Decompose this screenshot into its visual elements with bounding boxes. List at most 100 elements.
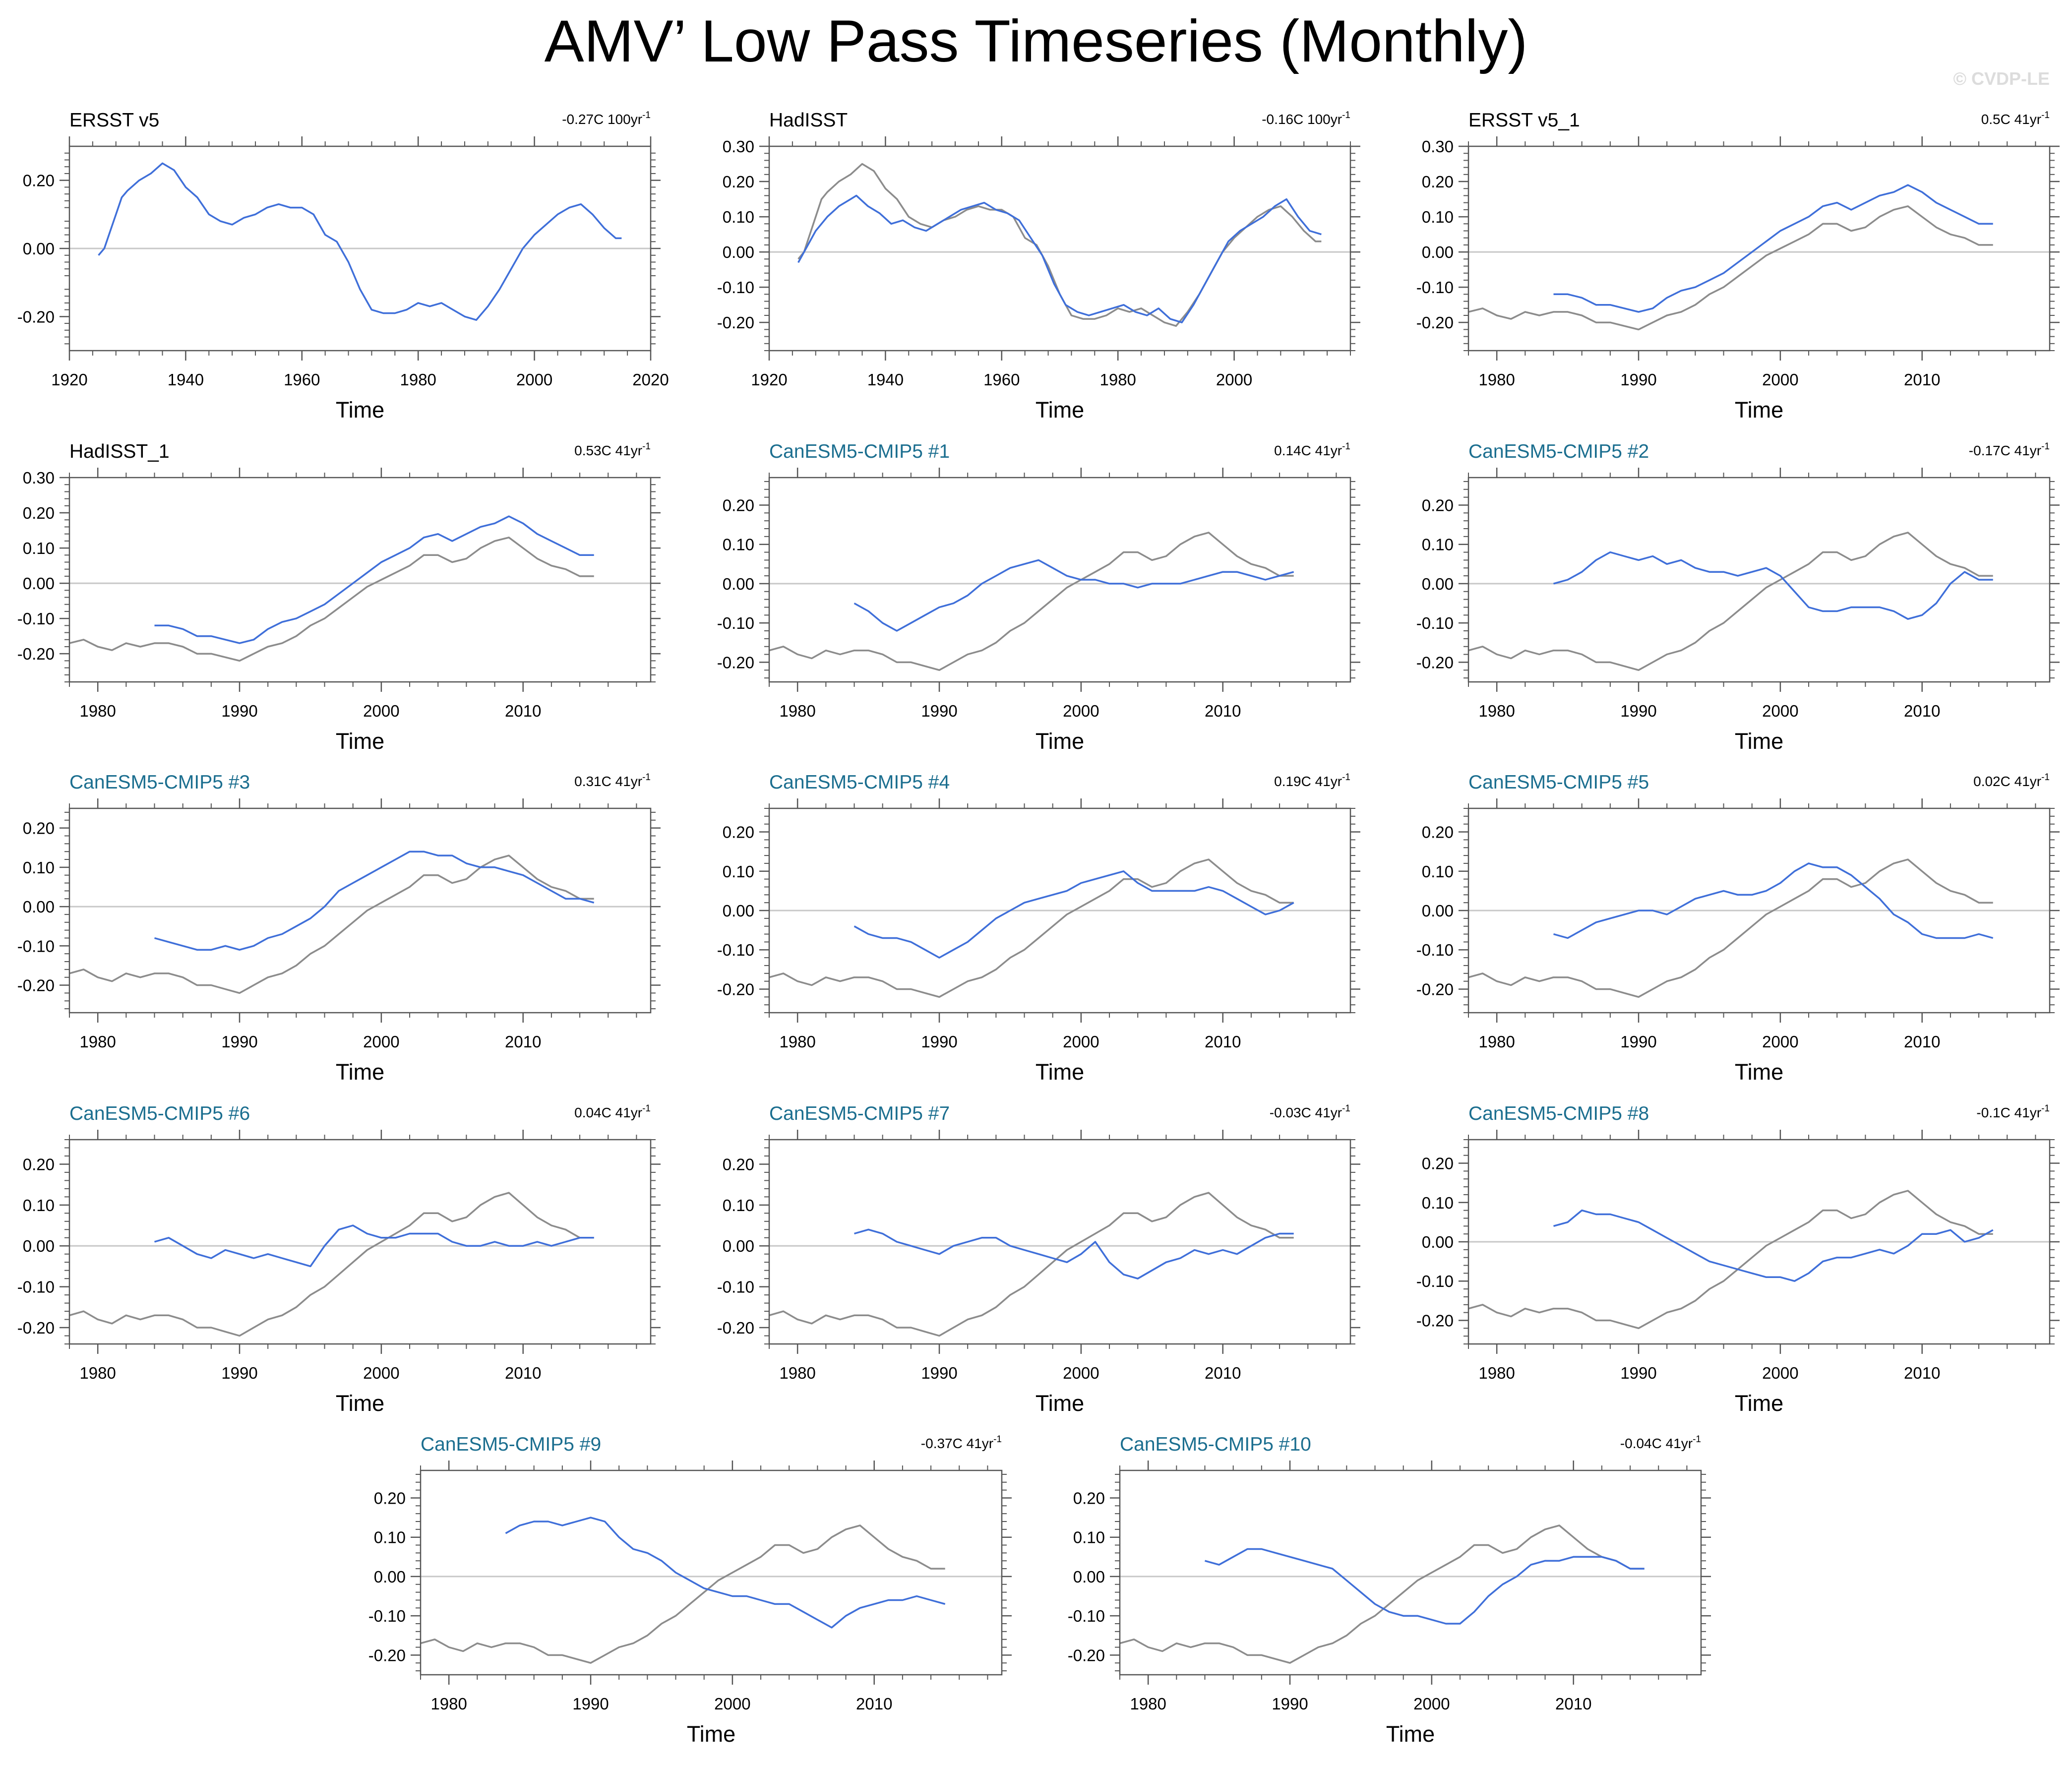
y-tick-label: 0.20	[723, 173, 754, 191]
chart-panel-1: 1920 1940 1960 1980 2000 2020 -0.20 0.00 0.20 Tim…	[17, 110, 669, 423]
series-line-obs	[1468, 532, 1993, 671]
chart-panel-5: 1980 1990 2000 2010 -0.20 -0.10 0.00 0.10 0.20 Ti…	[717, 441, 1360, 754]
series-line-obs	[69, 537, 594, 662]
y-tick-label: -0.10	[1416, 941, 1454, 959]
plot-frame	[1467, 145, 2051, 352]
trend-value: 0.19C 41yr	[1274, 774, 1342, 789]
series-line-main	[154, 1224, 594, 1268]
chart-panel-12: 1980 1990 2000 2010 -0.20 -0.10 0.00 0.10 0.20 Ti…	[1416, 1103, 2060, 1416]
y-tick-label: -0.10	[368, 1607, 406, 1625]
trend-annotation: -0.1C 41yr-1	[1976, 1103, 2050, 1120]
plot-frame	[68, 807, 652, 1014]
x-axis-label: Time	[1735, 1391, 1783, 1416]
plot-frame	[420, 1469, 1003, 1676]
y-tick-label: 0.30	[723, 137, 754, 156]
x-tick-label: 1920	[51, 370, 87, 389]
y-tick-label: -0.20	[1068, 1646, 1105, 1664]
y-tick-label: 0.20	[1422, 173, 1454, 191]
x-axis-label: Time	[1386, 1721, 1435, 1747]
x-tick-label: 1980	[779, 1364, 815, 1382]
y-tick-label: 0.00	[23, 1237, 55, 1255]
x-axis-label: Time	[336, 1059, 384, 1085]
x-tick-label: 1940	[867, 370, 904, 389]
chart-panel-11: 1980 1990 2000 2010 -0.20 -0.10 0.00 0.10 0.20 Ti…	[717, 1103, 1360, 1416]
y-tick-label: -0.10	[717, 614, 754, 632]
panel-title: HadISST_1	[69, 441, 170, 462]
x-tick-label: 1990	[1620, 1033, 1656, 1051]
y-tick-label: 0.10	[374, 1528, 406, 1547]
y-tick-label: 0.10	[723, 208, 754, 226]
trend-annotation: 0.53C 41yr-1	[574, 441, 651, 458]
x-tick-label: 2010	[856, 1695, 892, 1713]
trend-value: -0.17C 41yr	[1969, 443, 2041, 458]
y-tick-label: -0.20	[1416, 980, 1454, 998]
y-tick-label: 0.00	[23, 574, 55, 593]
y-tick-label: 0.10	[1422, 1194, 1454, 1212]
y-tick-label: 0.20	[374, 1489, 406, 1507]
panel-title: HadISST	[769, 110, 848, 131]
y-tick-label: 0.00	[1422, 1233, 1454, 1251]
y-tick-label: -0.10	[17, 937, 55, 955]
x-tick-label: 2000	[1762, 370, 1798, 389]
series-line-main	[1205, 1548, 1645, 1625]
chart-panel-10: 1980 1990 2000 2010 -0.20 -0.10 0.00 0.10 0.20 Ti…	[17, 1103, 661, 1416]
x-tick-label: 1980	[79, 1033, 116, 1051]
y-tick-label: 0.10	[1422, 536, 1454, 554]
x-tick-label: 2000	[363, 1033, 399, 1051]
x-tick-label: 2000	[1762, 702, 1798, 720]
y-tick-label: 0.10	[23, 1196, 55, 1215]
x-tick-label: 1990	[572, 1695, 609, 1713]
series-line-main	[854, 1228, 1294, 1279]
x-tick-label: 2000	[1413, 1695, 1450, 1713]
y-tick-label: 0.10	[723, 536, 754, 554]
x-axis-label: Time	[1036, 729, 1084, 754]
x-tick-label: 2010	[1904, 1364, 1940, 1382]
panel-title: CanESM5-CMIP5 #2	[1468, 441, 1649, 462]
chart-panel-7: 1980 1990 2000 2010 -0.20 -0.10 0.00 0.10 0.20 Ti…	[17, 772, 661, 1085]
panel-title: CanESM5-CMIP5 #4	[769, 772, 950, 793]
trend-superscript: -1	[642, 110, 651, 121]
y-tick-label: -0.20	[717, 313, 754, 332]
trend-value: -0.27C 100yr	[562, 112, 642, 127]
y-tick-label: -0.20	[717, 653, 754, 671]
chart-panel-8: 1980 1990 2000 2010 -0.20 -0.10 0.00 0.10 0.20 Ti…	[717, 772, 1360, 1085]
plot-frame	[768, 477, 1351, 683]
y-tick-label: -0.10	[1416, 278, 1454, 297]
x-tick-label: 1980	[1099, 370, 1136, 389]
trend-value: -0.03C 41yr	[1270, 1105, 1342, 1120]
x-tick-label: 2010	[1555, 1695, 1591, 1713]
panel-title: CanESM5-CMIP5 #10	[1120, 1434, 1311, 1455]
trend-annotation: -0.17C 41yr-1	[1969, 441, 2050, 458]
x-axis-label: Time	[1735, 1059, 1783, 1085]
chart-panel-14: 1980 1990 2000 2010 -0.20 -0.10 0.00 0.10 0.20 Ti…	[1068, 1434, 1711, 1747]
plot-frame	[68, 1139, 652, 1345]
x-tick-label: 2010	[1904, 370, 1940, 389]
y-tick-label: 0.10	[1422, 862, 1454, 881]
y-tick-label: -0.10	[717, 278, 754, 297]
x-tick-label: 1980	[1130, 1695, 1166, 1713]
x-tick-label: 1990	[1620, 1364, 1656, 1382]
x-axis-label: Time	[336, 1391, 384, 1416]
series-line-obs	[769, 532, 1294, 671]
trend-annotation: 0.14C 41yr-1	[1274, 441, 1350, 458]
x-tick-label: 1980	[400, 370, 436, 389]
y-tick-label: 0.00	[374, 1568, 406, 1586]
plot-frame	[768, 1139, 1351, 1345]
trend-annotation: -0.04C 41yr-1	[1620, 1434, 1701, 1451]
x-tick-label: 2010	[505, 702, 541, 720]
panel-title: CanESM5-CMIP5 #7	[769, 1103, 950, 1124]
x-tick-label: 2010	[505, 1033, 541, 1051]
trend-superscript: -1	[1693, 1434, 1701, 1445]
trend-superscript: -1	[2041, 772, 2050, 783]
y-tick-label: 0.10	[23, 539, 55, 557]
y-tick-label: 0.00	[723, 575, 754, 593]
y-tick-label: 0.20	[723, 496, 754, 514]
y-tick-label: 0.10	[23, 858, 55, 877]
series-line-obs	[1468, 858, 1993, 998]
series-line-main	[1553, 1209, 1994, 1282]
plot-frame	[1467, 477, 2051, 683]
series-line-main	[1553, 184, 1993, 313]
y-tick-label: -0.20	[17, 645, 55, 663]
panel-title: CanESM5-CMIP5 #9	[421, 1434, 601, 1455]
